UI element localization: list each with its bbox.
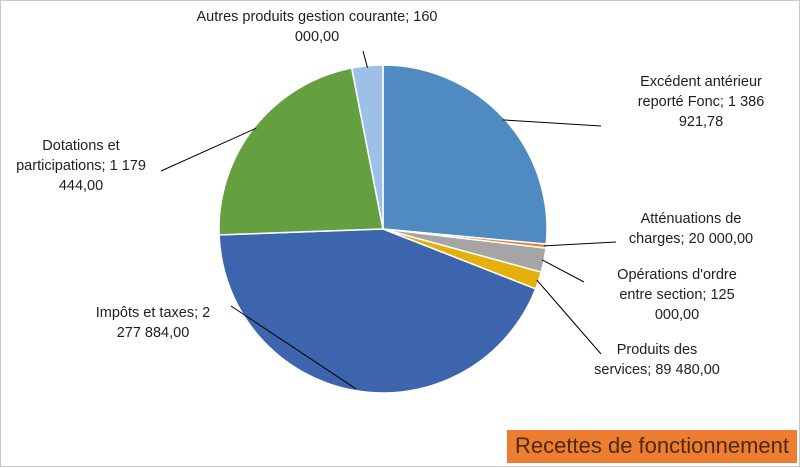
data-label: Impôts et taxes; 2 277 884,00 <box>96 305 210 341</box>
data-label-line: Atténuations de <box>641 211 742 227</box>
leader-line <box>362 50 368 68</box>
data-label: Atténuations de charges; 20 000,00 <box>629 211 753 247</box>
slice-labels: Excédent antérieur reporté Fonc; 1 386 921… <box>16 9 764 378</box>
data-label-line: participations; 1 179 <box>16 158 146 174</box>
data-label-line: Autres produits gestion courante; 160 <box>196 9 437 25</box>
leader-line <box>230 305 356 390</box>
pie-slice <box>382 64 548 245</box>
leader-line <box>536 279 602 355</box>
chart-title: Recettes de fonctionnement <box>507 430 797 463</box>
data-label-line: 444,00 <box>59 178 103 194</box>
data-label: Excédent antérieur reporté Fonc; 1 386 921… <box>638 74 765 130</box>
leader-line <box>544 241 617 247</box>
data-label-line: Opérations d'ordre <box>617 267 737 283</box>
leader-line <box>541 259 585 283</box>
data-label-line: Produits des <box>617 342 698 358</box>
pie-slice <box>218 228 537 394</box>
data-label-line: entre section; 125 <box>619 287 734 303</box>
data-label-line: Excédent antérieur <box>640 74 762 90</box>
data-label-line: reporté Fonc; 1 386 <box>638 94 765 110</box>
data-label-line: services; 89 480,00 <box>594 362 720 378</box>
leader-line <box>502 119 602 127</box>
leader-lines <box>160 50 617 390</box>
data-label: Opérations d'ordre entre section; 125 000,… <box>617 267 737 323</box>
data-label: Autres produits gestion courante; 160 000… <box>196 9 437 45</box>
data-label-line: Dotations et <box>42 138 119 154</box>
leader-line <box>160 127 257 172</box>
data-label-line: 277 884,00 <box>117 325 190 341</box>
pie-slice <box>218 67 384 236</box>
data-label: Dotations et participations; 1 179 444,00 <box>16 138 146 194</box>
data-label-line: 000,00 <box>295 29 339 45</box>
data-label-line: Impôts et taxes; 2 <box>96 305 210 321</box>
data-label: Produits des services; 89 480,00 <box>594 342 720 378</box>
data-label-line: 000,00 <box>655 307 699 323</box>
data-label-line: 921,78 <box>679 114 723 130</box>
data-label-line: charges; 20 000,00 <box>629 231 753 247</box>
pie-slices <box>218 64 548 394</box>
